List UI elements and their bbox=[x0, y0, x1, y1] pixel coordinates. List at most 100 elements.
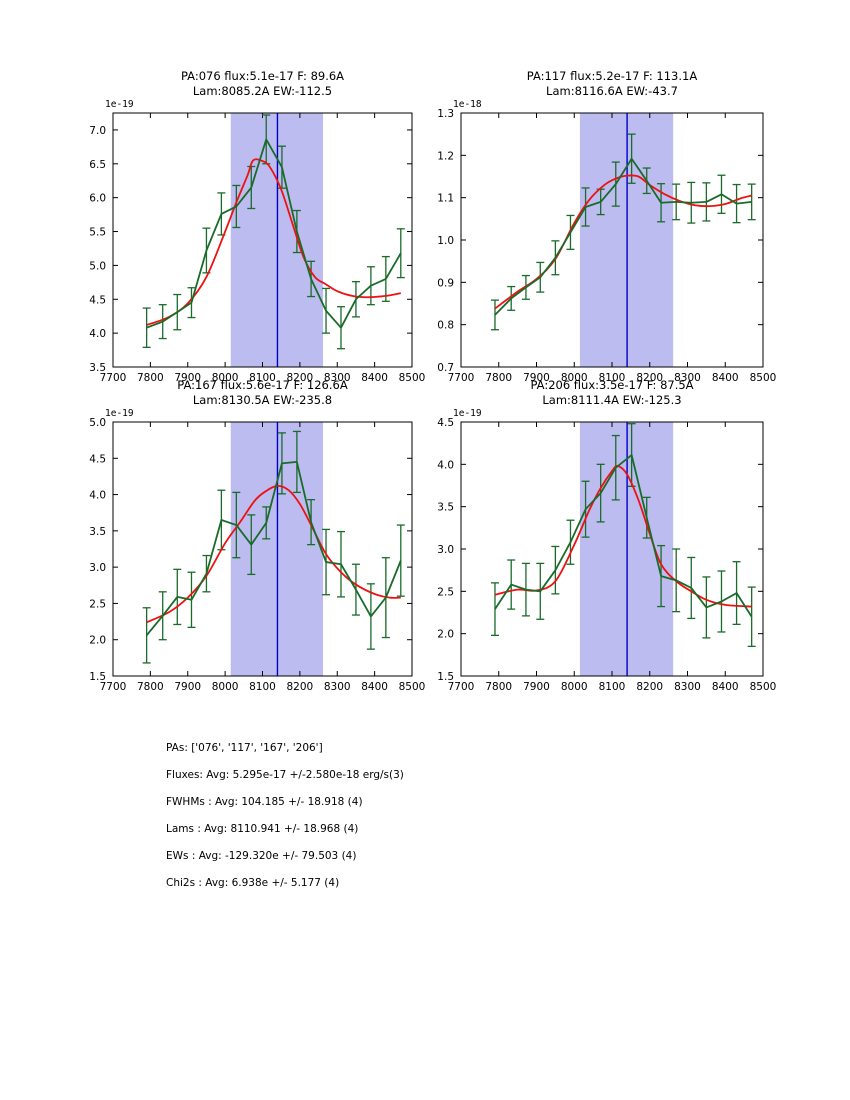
y-tick-label: 6.5 bbox=[89, 159, 106, 171]
x-tick-label: 8200 bbox=[287, 681, 314, 693]
x-tick-label: 7900 bbox=[523, 372, 550, 384]
panel-title-line1: PA:117 flux:5.2e-17 F: 113.1A bbox=[527, 69, 698, 83]
x-tick-label: 7800 bbox=[137, 372, 164, 384]
y-tick-label: 2.5 bbox=[89, 598, 106, 610]
x-tick-label: 8000 bbox=[212, 681, 239, 693]
panel-title-line1: PA:167 flux:5.6e-17 F: 126.6A bbox=[177, 378, 348, 392]
y-tick-label: 2.0 bbox=[89, 635, 106, 647]
axis-frame bbox=[460, 421, 764, 677]
x-tick-label: 8100 bbox=[599, 681, 626, 693]
y-axis-exponent-label: 1e-18 bbox=[453, 99, 482, 110]
observed-spectrum-line bbox=[145, 461, 402, 636]
y-tick-label: 4.0 bbox=[89, 490, 106, 502]
x-tick-label: 8300 bbox=[674, 372, 701, 384]
x-tick-label: 8400 bbox=[712, 681, 739, 693]
model-fit-curve bbox=[146, 158, 401, 326]
y-tick-label: 5.0 bbox=[89, 260, 106, 272]
panel-title-line2: Lam:8111.4A EW:-125.3 bbox=[542, 393, 681, 407]
y-tick-label: 3.5 bbox=[89, 526, 106, 538]
panel-grid: PA:076 flux:5.1e-17 F: 89.6ALam:8085.2A … bbox=[89, 69, 776, 693]
summary-line: EWs : Avg: -129.320e +/- 79.503 (4) bbox=[166, 850, 356, 862]
x-tick-label: 8200 bbox=[287, 372, 314, 384]
x-tick-label: 8100 bbox=[249, 372, 276, 384]
summary-line: FWHMs : Avg: 104.185 +/- 18.918 (4) bbox=[166, 796, 363, 808]
y-tick-label: 3.5 bbox=[89, 362, 106, 374]
y-tick-label: 4.0 bbox=[89, 328, 106, 340]
panel-3: PA:167 flux:5.6e-17 F: 126.6ALam:8130.5A… bbox=[89, 378, 425, 693]
y-axis-exponent-label: 1e-19 bbox=[453, 408, 482, 419]
x-tick-label: 7800 bbox=[485, 681, 512, 693]
x-tick-label: 8000 bbox=[212, 372, 239, 384]
observed-spectrum-line bbox=[146, 138, 402, 329]
y-axis-exponent-label: 1e-19 bbox=[105, 408, 134, 419]
y-tick-label: 1.5 bbox=[89, 671, 106, 683]
x-tick-label: 7900 bbox=[523, 681, 550, 693]
y-tick-label: 1.0 bbox=[437, 235, 454, 247]
y-tick-label: 4.5 bbox=[89, 294, 106, 306]
x-tick-label: 8300 bbox=[324, 372, 351, 384]
summary-line: PAs: ['076', '117', '167', '206'] bbox=[166, 742, 323, 754]
summary-text-block: PAs: ['076', '117', '167', '206'] Fluxes:… bbox=[166, 742, 404, 889]
x-tick-label: 7700 bbox=[448, 681, 475, 693]
x-tick-label: 8000 bbox=[561, 681, 588, 693]
y-axis-exponent-label: 1e-19 bbox=[105, 99, 134, 110]
y-tick-label: 1.3 bbox=[437, 108, 454, 120]
panel-title-line2: Lam:8130.5A EW:-235.8 bbox=[193, 393, 332, 407]
observed-spectrum-line bbox=[494, 454, 753, 618]
axis-ticks: 7700 7800 7900 8000 8100 8200 8300 8400 8500 0.7 0… bbox=[437, 108, 776, 384]
x-tick-label: 7700 bbox=[100, 372, 127, 384]
x-tick-label: 8200 bbox=[636, 681, 663, 693]
x-tick-label: 8300 bbox=[674, 681, 701, 693]
axis-frame bbox=[112, 112, 413, 368]
x-tick-label: 8500 bbox=[399, 372, 426, 384]
y-tick-label: 3.0 bbox=[437, 544, 454, 556]
y-tick-label: 3.5 bbox=[437, 502, 454, 514]
panel-1: PA:076 flux:5.1e-17 F: 89.6ALam:8085.2A … bbox=[89, 69, 425, 384]
x-tick-label: 7700 bbox=[100, 681, 127, 693]
axis-frame bbox=[460, 112, 764, 368]
summary-line: Chi2s : Avg: 6.938e +/- 5.177 (4) bbox=[166, 877, 339, 889]
x-tick-label: 8200 bbox=[636, 372, 663, 384]
panel-title-line2: Lam:8085.2A EW:-112.5 bbox=[193, 84, 332, 98]
panel-title-line1: PA:076 flux:5.1e-17 F: 89.6A bbox=[181, 69, 344, 83]
x-tick-label: 8400 bbox=[361, 372, 388, 384]
y-tick-label: 7.0 bbox=[89, 125, 106, 137]
x-tick-label: 8100 bbox=[599, 372, 626, 384]
y-tick-label: 5.5 bbox=[89, 227, 106, 239]
y-tick-label: 2.0 bbox=[437, 629, 454, 641]
x-tick-label: 8100 bbox=[249, 681, 276, 693]
panel-2: PA:117 flux:5.2e-17 F: 113.1ALam:8116.6A… bbox=[437, 69, 776, 384]
y-tick-label: 1.2 bbox=[437, 150, 454, 162]
x-tick-label: 8500 bbox=[399, 681, 426, 693]
axis-frame bbox=[112, 421, 413, 677]
x-tick-label: 8500 bbox=[750, 681, 777, 693]
summary-line: Lams : Avg: 8110.941 +/- 18.968 (4) bbox=[166, 823, 358, 835]
y-tick-label: 1.1 bbox=[437, 193, 454, 205]
panel-4: PA:206 flux:3.5e-17 F: 87.5ALam:8111.4A … bbox=[437, 378, 776, 693]
x-tick-label: 8400 bbox=[361, 681, 388, 693]
x-tick-label: 7800 bbox=[137, 681, 164, 693]
panel-title-line2: Lam:8116.6A EW:-43.7 bbox=[546, 84, 678, 98]
x-tick-label: 8500 bbox=[750, 372, 777, 384]
model-fit-curve bbox=[494, 465, 752, 608]
x-tick-label: 8300 bbox=[324, 681, 351, 693]
x-tick-label: 8000 bbox=[561, 372, 588, 384]
y-tick-label: 5.0 bbox=[89, 417, 106, 429]
x-tick-label: 7800 bbox=[485, 372, 512, 384]
y-tick-label: 4.5 bbox=[89, 453, 106, 465]
y-tick-label: 4.5 bbox=[437, 417, 454, 429]
x-tick-label: 7900 bbox=[174, 372, 201, 384]
x-tick-label: 7700 bbox=[448, 372, 475, 384]
y-tick-label: 0.8 bbox=[437, 320, 454, 332]
y-tick-label: 0.7 bbox=[437, 362, 454, 374]
y-tick-label: 1.5 bbox=[437, 671, 454, 683]
x-tick-label: 8400 bbox=[712, 372, 739, 384]
observed-spectrum-line bbox=[494, 157, 752, 316]
y-tick-label: 4.0 bbox=[437, 459, 454, 471]
y-tick-label: 0.9 bbox=[437, 277, 454, 289]
panel-title-line1: PA:206 flux:3.5e-17 F: 87.5A bbox=[530, 378, 693, 392]
y-tick-label: 2.5 bbox=[437, 586, 454, 598]
axis-ticks: 7700 7800 7900 8000 8100 8200 8300 8400 8500 1.5 2… bbox=[89, 417, 425, 693]
